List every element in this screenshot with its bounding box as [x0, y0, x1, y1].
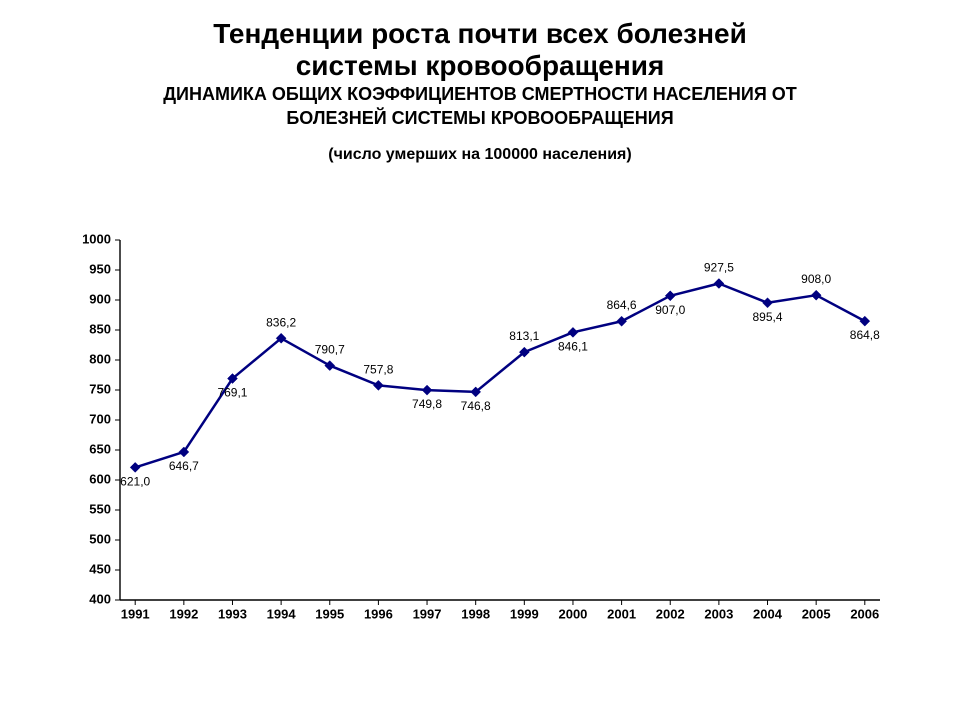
- data-label: 864,8: [850, 328, 880, 342]
- y-tick-label: 800: [89, 351, 111, 366]
- x-tick-label: 1993: [218, 607, 247, 622]
- x-tick-label: 2000: [558, 607, 587, 622]
- data-label: 864,6: [607, 298, 637, 312]
- line-chart: 400 450 500 550 600 650 700 750 800 850 900 950 1000…: [60, 230, 900, 650]
- subtitle-line1: ДИНАМИКА ОБЩИХ КОЭФФИЦИЕНТОВ СМЕРТНОСТИ …: [0, 84, 960, 106]
- chart-bg: [60, 230, 900, 650]
- chart-note: (число умерших на 100000 населения): [0, 146, 960, 164]
- y-tick-label: 450: [89, 561, 111, 576]
- data-label: 908,0: [801, 272, 831, 286]
- data-label: 746,8: [461, 399, 491, 413]
- x-tick-label: 2002: [656, 607, 685, 622]
- title-main-line2: системы кровообращения: [0, 50, 960, 82]
- y-tick-label: 750: [89, 381, 111, 396]
- y-tick-label: 650: [89, 441, 111, 456]
- x-tick-label: 2005: [802, 607, 831, 622]
- y-tick-label: 600: [89, 471, 111, 486]
- data-label: 836,2: [266, 315, 296, 329]
- data-label: 846,1: [558, 339, 588, 353]
- y-tick-label: 950: [89, 261, 111, 276]
- data-label: 757,8: [363, 362, 393, 376]
- data-label: 621,0: [120, 474, 150, 488]
- data-label: 813,1: [509, 329, 539, 343]
- subtitle-line2: БОЛЕЗНЕЙ СИСТЕМЫ КРОВООБРАЩЕНИЯ: [0, 108, 960, 130]
- x-tick-label: 1996: [364, 607, 393, 622]
- y-tick-label: 900: [89, 291, 111, 306]
- data-label: 790,7: [315, 343, 345, 357]
- x-tick-label: 2001: [607, 607, 636, 622]
- y-tick-label: 500: [89, 531, 111, 546]
- data-label: 907,0: [655, 303, 685, 317]
- y-tick-label: 700: [89, 411, 111, 426]
- data-label: 749,8: [412, 397, 442, 411]
- x-tick-label: 1991: [121, 607, 150, 622]
- x-tick-label: 1995: [315, 607, 344, 622]
- title-main-line1: Тенденции роста почти всех болезней: [0, 18, 960, 50]
- y-tick-label: 1000: [82, 231, 111, 246]
- x-tick-label: 1997: [413, 607, 442, 622]
- data-label: 769,1: [217, 386, 247, 400]
- x-tick-label: 2006: [850, 607, 879, 622]
- y-tick-label: 550: [89, 501, 111, 516]
- x-tick-label: 1994: [267, 607, 297, 622]
- x-tick-label: 1992: [169, 607, 198, 622]
- y-tick-label: 400: [89, 591, 111, 606]
- data-label: 646,7: [169, 459, 199, 473]
- x-tick-label: 1998: [461, 607, 490, 622]
- y-tick-label: 850: [89, 321, 111, 336]
- x-tick-label: 1999: [510, 607, 539, 622]
- data-label: 927,5: [704, 261, 734, 275]
- x-tick-label: 2004: [753, 607, 783, 622]
- chart-container: 400 450 500 550 600 650 700 750 800 850 900 950 1000…: [60, 230, 900, 650]
- chart-titles: Тенденции роста почти всех болезней сист…: [0, 0, 960, 164]
- data-label: 895,4: [753, 310, 783, 324]
- x-tick-label: 2003: [704, 607, 733, 622]
